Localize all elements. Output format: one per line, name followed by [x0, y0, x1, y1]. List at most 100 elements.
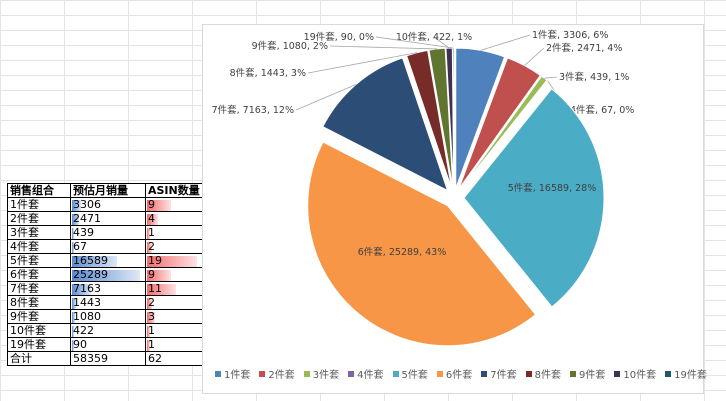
- cell-monthly-sales[interactable]: 7163: [70, 281, 146, 296]
- cell-combination[interactable]: 10件套: [7, 323, 71, 338]
- legend-label: 9件套: [579, 370, 606, 381]
- cell-asin-count[interactable]: 1: [145, 225, 203, 240]
- cell-total-asin[interactable]: 62: [145, 351, 203, 366]
- legend-swatch: [436, 370, 443, 377]
- leader-line: [433, 36, 450, 49]
- data-bar: [72, 214, 79, 225]
- cell-monthly-sales[interactable]: 25289: [70, 267, 146, 282]
- pie-slice-6[interactable]: [307, 141, 537, 347]
- legend-item[interactable]: 8件套: [525, 366, 561, 381]
- pie-slice-8[interactable]: [405, 49, 453, 189]
- cell-monthly-sales[interactable]: 90: [70, 337, 146, 352]
- legend-label: 5件套: [401, 370, 428, 381]
- data-bar: [147, 200, 171, 211]
- table-row: 1件套 3306 9: [7, 197, 203, 212]
- legend-swatch: [665, 370, 672, 377]
- cell-monthly-sales[interactable]: 1080: [70, 309, 146, 324]
- cell-combination[interactable]: 1件套: [7, 197, 71, 212]
- table-row: 6件套 25289 9: [7, 267, 203, 282]
- leader-line: [375, 36, 454, 49]
- chart-legend: 1件套 2件套 3件套 4件套 5件套 6件套 7件套 8件套 9件套 10件套 19件套: [215, 366, 707, 381]
- cell-asin-count[interactable]: 11: [145, 281, 203, 296]
- legend-item[interactable]: 9件套: [570, 366, 605, 381]
- cell-asin-count[interactable]: 1: [145, 323, 203, 338]
- data-label-6: 6件套, 25289, 43%: [358, 246, 446, 258]
- cell-combination[interactable]: 6件套: [7, 267, 71, 282]
- data-bar: [72, 326, 74, 337]
- table-total-row: 合计 58359 62: [7, 351, 203, 366]
- data-bar: [72, 228, 74, 239]
- leader-line: [524, 47, 545, 66]
- legend-item[interactable]: 1件套: [215, 366, 250, 381]
- header-asin-count[interactable]: ASIN数量: [145, 183, 203, 198]
- legend-item[interactable]: 5件套: [392, 366, 428, 381]
- cell-monthly-sales[interactable]: 1443: [70, 295, 146, 310]
- data-bar: [147, 270, 171, 281]
- data-label-9: 9件套, 1080, 2%: [252, 40, 328, 52]
- cell-combination[interactable]: 8件套: [7, 295, 71, 310]
- pie-slice-5[interactable]: [463, 88, 605, 308]
- data-label-11: 19件套, 90, 0%: [304, 31, 374, 43]
- cell-combination[interactable]: 5件套: [7, 253, 71, 268]
- legend-label: 19件套: [674, 370, 707, 381]
- data-bar: [72, 340, 74, 351]
- cell-combination[interactable]: 4件套: [7, 239, 71, 254]
- data-bar: [72, 298, 76, 309]
- pie-chart[interactable]: 1件套, 3306, 6%2件套, 2471, 4% 3件套, 439, 1% 4件…: [202, 24, 702, 392]
- cell-combination[interactable]: 2件套: [7, 211, 71, 226]
- table-row: 5件套 16589 19: [7, 253, 203, 268]
- legend-label: 4件套: [357, 370, 384, 381]
- cell-asin-count[interactable]: 9: [145, 197, 203, 212]
- data-label-4: 4件套, 67, 0%: [570, 104, 634, 116]
- header-estimated-monthly-sales[interactable]: 预估月销量: [70, 183, 146, 198]
- legend-swatch: [614, 370, 621, 377]
- legend-item[interactable]: 19件套: [665, 366, 707, 381]
- cell-asin-count[interactable]: 3: [145, 309, 203, 324]
- cell-combination[interactable]: 3件套: [7, 225, 71, 240]
- cell-combination[interactable]: 7件套: [7, 281, 71, 296]
- data-label-7: 7件套, 7163, 12%: [212, 104, 294, 116]
- cell-monthly-sales[interactable]: 422: [70, 323, 146, 338]
- data-label-10: 10件套, 422, 1%: [396, 31, 472, 43]
- legend-item[interactable]: 4件套: [348, 366, 384, 381]
- legend-item[interactable]: 6件套: [436, 366, 473, 381]
- cell-asin-count[interactable]: 19: [145, 253, 203, 268]
- cell-combination[interactable]: 19件套: [7, 337, 71, 352]
- legend-label: 3件套: [312, 370, 340, 381]
- pie-slice-1[interactable]: [455, 47, 506, 189]
- cell-monthly-sales[interactable]: 3306: [70, 197, 146, 212]
- pie-slice-7[interactable]: [322, 57, 449, 192]
- data-label-1: 1件套, 3306, 6%: [532, 29, 608, 41]
- legend-item[interactable]: 7件套: [481, 366, 517, 381]
- data-bar: [72, 256, 117, 267]
- cell-asin-count[interactable]: 9: [145, 267, 203, 282]
- header-sales-combination[interactable]: 销售组合: [7, 183, 71, 198]
- legend-item[interactable]: 10件套: [614, 366, 656, 381]
- legend-item[interactable]: 2件套: [259, 366, 295, 381]
- cell-asin-count[interactable]: 2: [145, 295, 203, 310]
- cell-combination[interactable]: 9件套: [7, 309, 71, 324]
- cell-asin-count[interactable]: 1: [145, 337, 203, 352]
- table-row: 3件套 439 1: [7, 225, 203, 240]
- legend-item[interactable]: 3件套: [303, 366, 340, 381]
- data-bar: [72, 270, 140, 281]
- leader-line: [544, 76, 558, 79]
- legend-swatch: [259, 370, 266, 377]
- table-row: 7件套 7163 11: [7, 281, 203, 296]
- table-row: 10件套 422 1: [7, 323, 203, 338]
- cell-monthly-sales[interactable]: 2471: [70, 211, 146, 226]
- table-header-row: 销售组合 预估月销量 ASIN数量: [7, 183, 203, 198]
- cell-asin-count[interactable]: 2: [145, 239, 203, 254]
- cell-monthly-sales[interactable]: 67: [70, 239, 146, 254]
- cell-monthly-sales[interactable]: 16589: [70, 253, 146, 268]
- leader-line: [307, 52, 418, 74]
- cell-monthly-sales[interactable]: 439: [70, 225, 146, 240]
- cell-total-sales[interactable]: 58359: [70, 351, 146, 366]
- cell-asin-count[interactable]: 4: [145, 211, 203, 226]
- sales-combination-table[interactable]: 销售组合 预估月销量 ASIN数量 1件套 3306 9 2件套 2471 4 3件套 439…: [7, 183, 203, 366]
- cell-total-label[interactable]: 合计: [7, 351, 71, 366]
- legend-label: 6件套: [445, 370, 473, 381]
- table-row: 9件套 1080 3: [7, 309, 203, 324]
- legend-swatch: [570, 370, 576, 377]
- table-row: 8件套 1443 2: [7, 295, 203, 310]
